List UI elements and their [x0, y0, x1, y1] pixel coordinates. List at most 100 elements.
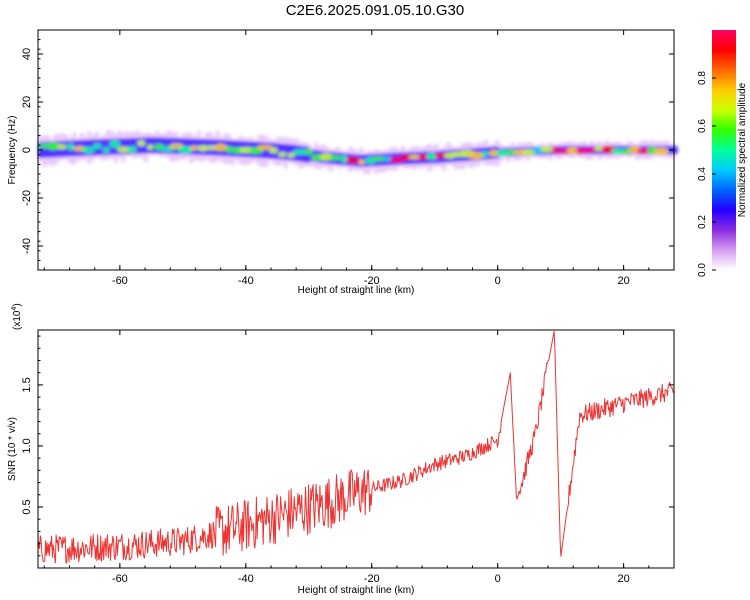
- spectrogram-hotspot: [67, 143, 74, 151]
- spectrogram-hotspot: [400, 154, 411, 160]
- colorbar-tick-label: 0.0: [697, 263, 708, 277]
- spectrogram-cell: [47, 141, 52, 158]
- spectrogram-hotspot: [269, 147, 278, 154]
- spectrogram-cell: [302, 146, 307, 162]
- spectrogram-y-tick-label: 40: [21, 48, 33, 60]
- spectrogram-cell: [286, 144, 291, 160]
- spectrogram-hotspot: [489, 149, 499, 157]
- colorbar: 0.0 0.2 0.4 0.6 0.8 Normalized spectral ampl…: [697, 30, 748, 277]
- spectrogram-hotspot: [82, 146, 95, 154]
- spectrogram-hotspot: [566, 147, 580, 154]
- spectrogram-band: [38, 129, 678, 175]
- spectrogram-y-tick-label: -20: [21, 190, 33, 206]
- spectrogram-x-tick-label: 20: [617, 275, 629, 287]
- spectrogram-x-tick-label: -60: [112, 275, 128, 287]
- spectrogram-cell: [280, 144, 285, 160]
- spectrogram-hotspot: [532, 146, 544, 155]
- spectrogram-cell: [100, 139, 105, 155]
- spectrogram-x-tick-label: -20: [364, 275, 380, 287]
- spectrogram-cell: [119, 138, 124, 155]
- spectrogram-panel: -60 -40 -20 0 20 -40 -20 0 20 40 Height of strai…: [7, 29, 678, 296]
- spectrogram-hotspot: [506, 149, 517, 155]
- snr-plot-area: [38, 330, 674, 568]
- spectrogram-x-label: Height of straight line (km): [298, 285, 415, 296]
- spectrogram-hotspot: [418, 154, 428, 160]
- spectrogram-hotspot: [225, 146, 234, 153]
- spectrogram-cell: [283, 144, 288, 160]
- spectrogram-hotspot: [372, 156, 387, 162]
- spectrogram-cell: [163, 138, 168, 154]
- spectrogram-y-axis: -40 -20 0 20 40: [21, 29, 674, 271]
- spectrogram-cell: [44, 142, 49, 158]
- spectrogram-hotspot: [575, 148, 589, 154]
- snr-x-tick-label: 20: [617, 573, 629, 585]
- snr-multiplier: (x104): [11, 303, 23, 330]
- spectrogram-hotspot: [277, 152, 287, 157]
- snr-multiplier-close: ): [12, 303, 23, 306]
- spectrogram-x-tick-label: -40: [238, 275, 254, 287]
- snr-multiplier-base: (x10: [12, 310, 23, 330]
- spectrogram-cell: [91, 139, 96, 156]
- spectrogram-y-tick-label: 0: [21, 147, 33, 153]
- spectrogram-cell: [135, 138, 140, 154]
- spectrogram-hotspot: [585, 147, 597, 153]
- spectrogram-cell: [308, 149, 313, 162]
- spectrogram-hotspot: [304, 149, 313, 155]
- spectrogram-cell: [132, 138, 137, 154]
- spectrogram-hotspot: [46, 142, 60, 150]
- colorbar-tick-label: 0.4: [697, 167, 708, 181]
- spectrogram-hotspot: [653, 147, 669, 155]
- spectrogram-cell: [289, 144, 294, 161]
- snr-x-axis: -60 -40 -20 0 20: [43, 330, 675, 585]
- colorbar-tick-label: 0.2: [697, 215, 708, 229]
- spectrogram-y-tick-label: 20: [21, 96, 33, 108]
- spectrogram-hotspot: [137, 140, 146, 147]
- spectrogram-cell: [63, 141, 67, 157]
- spectrogram-hotspot: [540, 146, 554, 153]
- colorbar-label: Normalized spectral amplitude: [737, 82, 748, 217]
- spectrogram-hotspot: [636, 148, 651, 154]
- spectrogram-cell: [277, 143, 282, 160]
- spectrogram-x-tick-label: 0: [495, 275, 501, 287]
- spectrogram-hotspot: [197, 145, 209, 152]
- spectrogram-cell: [674, 146, 678, 154]
- spectrogram-hotspot: [147, 144, 154, 150]
- spectrogram-hotspot: [340, 155, 348, 163]
- snr-series-line: [37, 330, 674, 564]
- spectrogram-cell: [107, 139, 112, 155]
- spectrogram-hotspot: [358, 159, 365, 165]
- colorbar-tick-label: 0.6: [697, 119, 708, 133]
- snr-multiplier-exp: 4: [11, 307, 18, 311]
- spectrogram-hotspot: [117, 146, 131, 153]
- spectrogram-hotspot: [213, 143, 228, 152]
- snr-y-label: SNR (10 * v/v): [7, 417, 18, 481]
- spectrogram-cell: [126, 138, 130, 154]
- spectrogram-cell: [123, 138, 127, 154]
- spectrogram-cell: [305, 147, 310, 163]
- spectrogram-x-axis: -60 -40 -20 0 20: [43, 30, 675, 287]
- spectrogram-hotspot: [481, 151, 489, 157]
- spectrogram-hotspot: [256, 145, 273, 150]
- spectrogram-cell: [104, 139, 108, 155]
- spectrogram-hotspot: [128, 146, 137, 153]
- spectrogram-hotspot: [287, 152, 295, 158]
- spectrogram-y-label: Frequency (Hz): [7, 116, 18, 185]
- spectrogram-cell: [261, 142, 266, 158]
- colorbar-tick-label: 0.8: [697, 71, 708, 85]
- spectrogram-hotspot: [468, 151, 485, 159]
- spectrogram-hotspot: [39, 143, 50, 149]
- snr-x-label: Height of straight line (km): [298, 585, 415, 596]
- spectrogram-hotspot: [57, 144, 67, 150]
- spectrogram-hotspot: [408, 154, 421, 160]
- spectrogram-hotspot: [611, 148, 624, 155]
- spectrogram-hotspot: [346, 157, 360, 164]
- spectrogram-hotspot: [102, 147, 110, 153]
- colorbar-gradient: [712, 30, 736, 270]
- spectrogram-hotspot: [389, 156, 405, 163]
- spectrogram-hotspot: [328, 155, 342, 161]
- spectrogram-hotspot: [92, 143, 102, 149]
- snr-x-tick-label: 0: [495, 573, 501, 585]
- spectrogram-cell: [167, 138, 171, 154]
- spectrogram-hotspot: [292, 149, 308, 155]
